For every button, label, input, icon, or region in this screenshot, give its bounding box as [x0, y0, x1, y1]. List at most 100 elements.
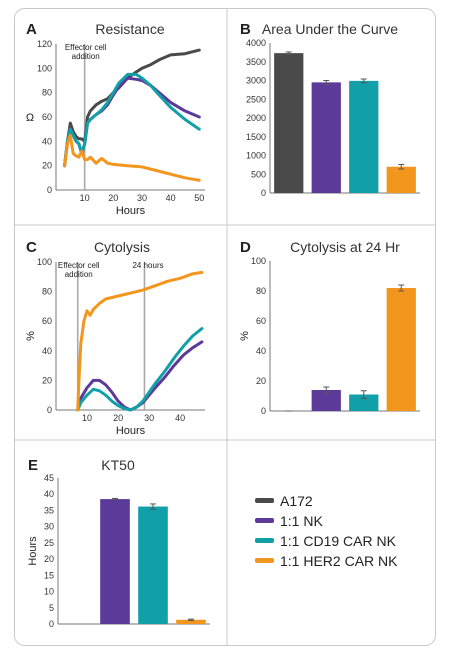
y-tick-label: 0 [261, 188, 266, 198]
bar [386, 166, 416, 193]
legend-label: 1:1 CD19 CAR NK [280, 533, 397, 549]
y-tick-label: 2000 [246, 113, 266, 123]
y-tick-label: 80 [42, 88, 52, 98]
chart-title: Cytolysis at 24 Hr [290, 239, 400, 255]
plot-area: 0 5 10 15 20 25 30 35 40 45 Hours [27, 473, 210, 629]
series-line [63, 133, 201, 182]
y-tick-label: 60 [256, 316, 266, 326]
y-tick-label: 80 [256, 286, 266, 296]
panel-letter: D [240, 239, 251, 256]
y-tick-label: 40 [44, 489, 54, 499]
y-tick-label: 10 [44, 587, 54, 597]
panel-e: E KT50 0 5 10 15 20 25 30 35 40 45 Hours [27, 457, 210, 629]
panel-letter: B [240, 21, 251, 38]
series-line [63, 48, 201, 168]
x-tick-label: 10 [80, 193, 90, 203]
bar [386, 288, 416, 411]
y-tick-label: 60 [42, 112, 52, 122]
plot-area: 0 20 40 60 80 100 10 20 30 40 Hours% Effector cella… [25, 257, 205, 437]
chart-title: Area Under the Curve [262, 21, 398, 37]
bar [349, 394, 379, 411]
y-tick-label: 1000 [246, 151, 266, 161]
y-tick-label: 25 [44, 538, 54, 548]
legend-label: A172 [280, 493, 313, 509]
y-tick-label: 35 [44, 505, 54, 515]
x-tick-label: 10 [82, 413, 92, 423]
chart-title: Resistance [95, 21, 164, 37]
y-tick-label: 2500 [246, 94, 266, 104]
chart-title: Cytolysis [94, 239, 150, 255]
x-tick-label: 20 [113, 413, 123, 423]
x-axis-label: Hours [116, 205, 146, 217]
bar [311, 82, 341, 193]
bar [176, 619, 206, 624]
y-tick-label: 100 [37, 63, 52, 73]
annotation: Effector cell [65, 43, 107, 52]
legend-item: 1:1 HER2 CAR NK [255, 553, 398, 569]
y-axis-label: Hours [27, 536, 39, 566]
y-axis-label: % [239, 331, 251, 341]
y-axis-label: % [25, 331, 37, 341]
y-tick-label: 0 [47, 185, 52, 195]
y-tick-label: 0 [49, 619, 54, 629]
x-tick-label: 50 [194, 193, 204, 203]
bar [138, 506, 168, 624]
y-tick-label: 30 [44, 522, 54, 532]
legend-swatch [255, 518, 274, 523]
y-tick-label: 60 [42, 316, 52, 326]
y-tick-label: 5 [49, 603, 54, 613]
y-tick-label: 20 [44, 554, 54, 564]
y-tick-label: 80 [42, 287, 52, 297]
legend-item: 1:1 CD19 CAR NK [255, 533, 397, 549]
y-tick-label: 40 [256, 346, 266, 356]
x-tick-label: 30 [144, 413, 154, 423]
plot-area: 0 20 40 60 80 100 120 10 20 30 40 50 Hours Ω Effector … [26, 39, 205, 217]
y-tick-label: 20 [42, 161, 52, 171]
plot-area: 0 20 40 60 80 100% [239, 256, 420, 416]
y-tick-label: 1500 [246, 132, 266, 142]
y-tick-label: 500 [251, 169, 266, 179]
bar [100, 499, 130, 624]
panel-letter: C [26, 239, 37, 256]
x-tick-label: 30 [137, 193, 147, 203]
annotation: addition [65, 270, 93, 279]
legend-swatch [255, 538, 274, 543]
x-axis-label: Hours [116, 425, 146, 437]
annotation: Effector cell [58, 261, 100, 270]
series-line [76, 327, 204, 412]
y-tick-label: 120 [37, 39, 52, 49]
chart-title: KT50 [101, 457, 135, 473]
panel-letter: A [26, 21, 37, 38]
y-tick-label: 3000 [246, 76, 266, 86]
y-tick-label: 40 [42, 136, 52, 146]
plot-area: 0 500 1000 1500 2000 2500 3000 3500 4000 [246, 38, 420, 198]
legend-label: 1:1 NK [280, 513, 323, 529]
y-tick-label: 20 [42, 375, 52, 385]
y-tick-label: 15 [44, 570, 54, 580]
bar [274, 53, 304, 193]
y-tick-label: 100 [37, 257, 52, 267]
bar [311, 390, 341, 411]
panel-a: A Resistance 0 20 40 60 80 100 120 10 20 30 40 50 Ho… [26, 21, 205, 217]
y-tick-label: 0 [261, 406, 266, 416]
y-tick-label: 4000 [246, 38, 266, 48]
y-tick-label: 3500 [246, 57, 266, 67]
legend-item: A172 [255, 493, 313, 509]
y-tick-label: 100 [251, 256, 266, 266]
legend: A172 1:1 NK 1:1 CD19 CAR NK 1:1 HER2 CAR… [255, 493, 398, 569]
panel-d: D Cytolysis at 24 Hr 0 20 40 60 80 100% [239, 239, 420, 416]
legend-swatch [255, 558, 274, 563]
legend-swatch [255, 498, 274, 503]
panel-letter: E [28, 457, 38, 474]
bar [349, 80, 379, 193]
x-tick-label: 40 [166, 193, 176, 203]
panel-c: C Cytolysis 0 20 40 60 80 100 10 20 30 40 Hours% Ef… [25, 239, 205, 437]
x-tick-label: 20 [108, 193, 118, 203]
y-axis-label: Ω [26, 112, 34, 124]
annotation: addition [72, 52, 100, 61]
series-line [63, 72, 201, 168]
y-tick-label: 45 [44, 473, 54, 483]
y-tick-label: 20 [256, 376, 266, 386]
y-tick-label: 0 [47, 405, 52, 415]
